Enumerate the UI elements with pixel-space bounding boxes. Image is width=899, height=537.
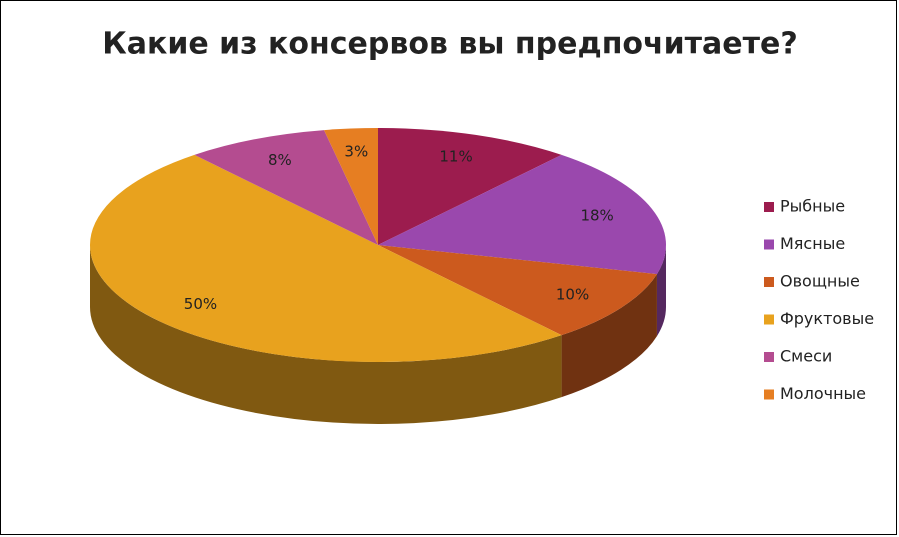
legend-label: Мясные	[780, 234, 845, 253]
data-label: 10%	[556, 286, 589, 304]
legend-label: Смеси	[780, 347, 832, 366]
chart-title: Какие из консервов вы предпочитаете?	[102, 27, 798, 62]
legend-label: Фруктовые	[780, 309, 874, 328]
legend-swatch	[764, 352, 774, 362]
slice-side	[561, 274, 657, 398]
slice	[378, 154, 667, 275]
legend-swatch	[764, 202, 774, 212]
data-label: 11%	[439, 147, 472, 165]
legend-swatch	[764, 277, 774, 287]
legend-label: Молочные	[780, 384, 866, 403]
slice-side	[89, 245, 562, 425]
legend-label: Рыбные	[780, 197, 845, 216]
legend-swatch	[764, 389, 774, 400]
slice	[324, 128, 378, 245]
data-label: 3%	[344, 142, 368, 160]
data-label: 8%	[268, 151, 292, 169]
slice	[194, 130, 378, 245]
slice	[90, 154, 562, 363]
legend-swatch	[764, 239, 774, 250]
slice	[378, 245, 657, 336]
data-label: 50%	[184, 295, 217, 313]
slice-side	[656, 245, 666, 337]
legend: Рыбные Мясные Овощные Фруктовые Смеси Молочны…	[764, 197, 874, 403]
slice	[378, 128, 562, 245]
pie: 11% 18% 10% 50% 8% 3%	[89, 128, 667, 425]
data-label: 18%	[580, 207, 613, 225]
legend-label: Овощные	[780, 272, 860, 291]
legend-swatch	[764, 314, 774, 325]
